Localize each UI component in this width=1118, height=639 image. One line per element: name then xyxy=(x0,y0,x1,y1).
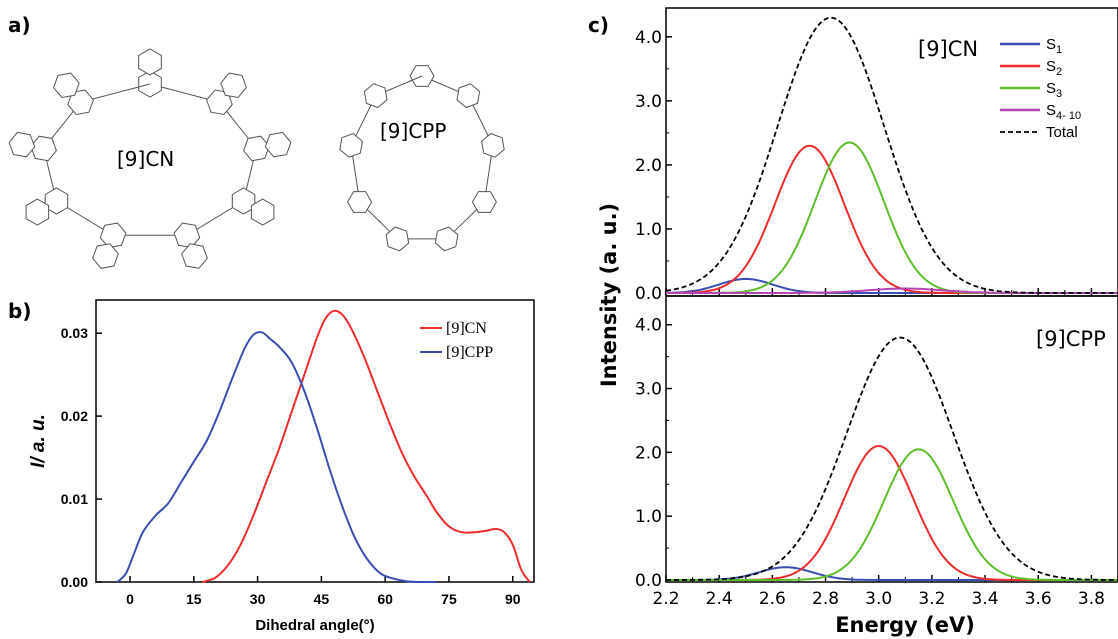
y-tick-label: 1.0 xyxy=(635,507,662,527)
chart-b-ticks: 0 15 30 45 60 75 90 0.00 0.01 0.02 0.03 xyxy=(61,325,521,607)
cpp-ring xyxy=(456,83,481,109)
x-tick-label: 90 xyxy=(505,591,521,607)
series-line-S2 xyxy=(666,444,1118,581)
series-line-S2 xyxy=(666,144,1118,294)
cn-ring xyxy=(173,222,201,249)
x-tick-label: 3.0 xyxy=(865,589,892,609)
y-tick-label: 0.0 xyxy=(635,284,662,304)
series-line-[9]CPP xyxy=(116,331,437,584)
x-tick-label: 30 xyxy=(250,591,266,607)
y-tick-label: 0.00 xyxy=(61,574,88,590)
panel-label-c: c) xyxy=(588,13,609,37)
y-tick-label: 0.02 xyxy=(61,408,88,424)
chart-c-bottom-frame xyxy=(665,295,1118,583)
cn-fused-ring xyxy=(8,131,36,158)
cn-ring xyxy=(67,89,94,116)
x-tick-label: 3.2 xyxy=(918,589,945,609)
cn-ring xyxy=(231,187,256,215)
y-tick-label: 4.0 xyxy=(635,316,662,336)
legend-label: Total xyxy=(1046,124,1078,141)
cn-ring xyxy=(99,222,127,249)
cn-fused-ring xyxy=(264,131,292,158)
y-tick-label: 3.0 xyxy=(635,92,662,112)
x-tick-label: 2.2 xyxy=(652,589,679,609)
chart-c: 0.0 1.0 2.0 3.0 4.0 0.0 1.0 2.0 3.0 4.0 2.2 2.4 2.6 2… xyxy=(597,7,1118,637)
chart-c-series xyxy=(665,16,1118,581)
cpp-ring xyxy=(385,226,410,252)
cpp-ring xyxy=(481,133,505,158)
x-tick-label: 2.6 xyxy=(759,589,786,609)
y-tick-label: 0.03 xyxy=(61,325,88,341)
cpp-ring xyxy=(471,191,497,213)
cn-ring xyxy=(243,135,270,162)
y-tick-label: 4.0 xyxy=(635,28,662,48)
x-tick-label: 3.6 xyxy=(1025,589,1052,609)
cn-fused-ring xyxy=(250,198,275,226)
legend-label: S2 xyxy=(1046,58,1062,78)
chart-c-bottom-inner-label: [9]CPP xyxy=(1036,327,1106,351)
cpp-ring xyxy=(363,83,388,109)
chart-b-xlabel: Dihedral angle(°) xyxy=(255,617,374,634)
x-tick-label: 2.8 xyxy=(812,589,839,609)
molecule-9cn-label: [9]CN xyxy=(117,147,174,171)
chart-b-ylabel: I/ a. u. xyxy=(28,414,49,468)
chart-b-legend: [9]CN [9]CPP xyxy=(420,320,493,361)
cn-ring xyxy=(30,135,57,162)
molecule-9cpp-label: [9]CPP xyxy=(380,119,446,143)
series-line-Total xyxy=(665,16,1118,294)
x-tick-label: 0 xyxy=(126,591,134,607)
cn-fused-ring xyxy=(181,243,208,269)
y-tick-label: 2.0 xyxy=(635,443,662,463)
panel-label-a: a) xyxy=(8,13,31,37)
y-tick-label: 3.0 xyxy=(635,380,662,400)
x-tick-label: 60 xyxy=(377,591,393,607)
x-tick-label: 2.4 xyxy=(706,589,733,609)
series-line-S3 xyxy=(666,141,1118,294)
panel-label-b: b) xyxy=(8,299,31,323)
cn-fused-ring xyxy=(138,48,162,76)
x-tick-label: 3.8 xyxy=(1078,589,1105,609)
y-tick-label: 0.01 xyxy=(61,491,88,507)
y-tick-label: 1.0 xyxy=(635,220,662,240)
legend-label: S1 xyxy=(1046,36,1062,56)
x-tick-label: 3.4 xyxy=(972,589,999,609)
y-tick-label: 2.0 xyxy=(635,156,662,176)
x-tick-label: 75 xyxy=(441,591,457,607)
molecule-9cpp-drawing xyxy=(339,65,505,252)
chart-b-series xyxy=(116,309,531,584)
cpp-ring xyxy=(339,133,363,158)
cpp-ring xyxy=(434,226,459,252)
y-tick-label: 0.0 xyxy=(635,571,662,591)
chart-c-xlabel: Energy (eV) xyxy=(835,613,975,637)
chart-c-top-inner-label: [9]CN xyxy=(918,37,978,61)
legend-label: S4- 10 xyxy=(1046,102,1081,122)
chart-c-ylabel: Intensity (a. u.) xyxy=(597,203,621,387)
x-tick-label: 15 xyxy=(186,591,202,607)
cn-ring xyxy=(206,89,233,116)
chart-b-frame xyxy=(95,299,535,583)
cn-fused-ring xyxy=(92,243,119,269)
legend-label: [9]CN xyxy=(446,320,487,337)
series-line-S1 xyxy=(666,277,1118,294)
cn-fused-ring xyxy=(25,198,50,226)
cn-fused-ring xyxy=(220,72,247,99)
chart-c-ticks: 0.0 1.0 2.0 3.0 4.0 0.0 1.0 2.0 3.0 4.0 2.2 2.4 2.6 2… xyxy=(635,28,1105,609)
series-line-S3 xyxy=(666,448,1118,581)
legend-label: S3 xyxy=(1046,80,1062,100)
cn-fused-ring xyxy=(53,72,80,99)
cn-ring xyxy=(44,187,69,215)
series-line-S4-10 xyxy=(666,287,1118,294)
series-line-[9]CN xyxy=(201,309,531,583)
cpp-ring xyxy=(347,191,373,213)
molecule-9cn-drawing xyxy=(8,48,292,269)
x-tick-label: 45 xyxy=(314,591,330,607)
series-line-Total xyxy=(666,336,1118,581)
chart-b: 0 15 30 45 60 75 90 0.00 0.01 0.02 0.03 [9]CN [9]CP… xyxy=(28,299,535,634)
legend-label: [9]CPP xyxy=(446,344,493,361)
